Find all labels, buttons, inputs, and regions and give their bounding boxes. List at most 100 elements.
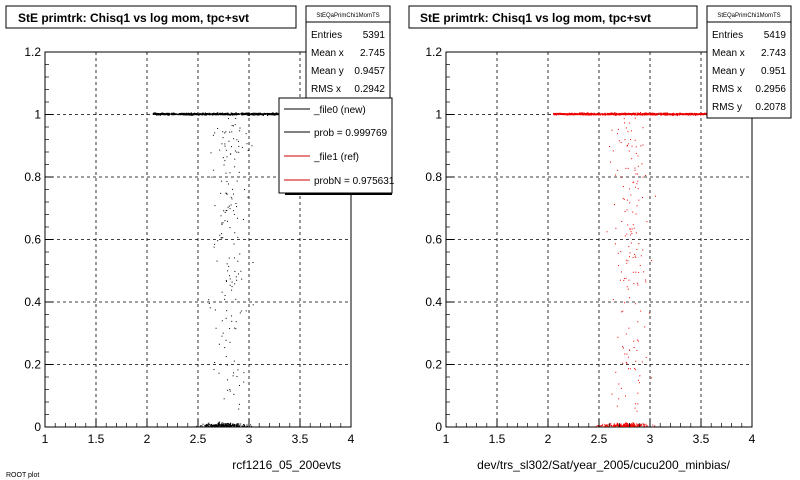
- data-point: [631, 114, 633, 116]
- y-tick-label: 0.2: [425, 358, 442, 372]
- data-point: [216, 260, 218, 262]
- y-tick-label: 1.2: [425, 45, 442, 59]
- data-point: [695, 113, 697, 115]
- data-point: [234, 424, 236, 426]
- data-point: [235, 321, 237, 323]
- data-point: [229, 208, 231, 210]
- data-point: [166, 113, 168, 116]
- data-point: [195, 113, 197, 115]
- data-point: [566, 113, 568, 115]
- data-point: [172, 113, 174, 115]
- data-point: [227, 425, 229, 427]
- data-point: [558, 113, 561, 115]
- data-point: [636, 339, 638, 341]
- data-point: [210, 425, 212, 427]
- data-point: [240, 270, 242, 272]
- data-point: [222, 422, 224, 424]
- data-point: [174, 113, 176, 115]
- data-point: [239, 253, 241, 255]
- data-point: [623, 113, 625, 115]
- data-point: [608, 114, 610, 116]
- data-point: [626, 353, 628, 355]
- data-point: [195, 425, 197, 427]
- data-point: [637, 425, 639, 427]
- data-point: [635, 213, 637, 215]
- data-point: [230, 425, 232, 427]
- data-point: [573, 114, 575, 116]
- data-point: [248, 114, 250, 117]
- data-point: [599, 425, 601, 427]
- data-point: [594, 113, 596, 115]
- data-point: [216, 424, 218, 426]
- data-point: [635, 256, 637, 258]
- data-point: [620, 142, 622, 144]
- data-point: [627, 288, 629, 290]
- data-point: [222, 112, 224, 115]
- data-point: [231, 320, 233, 322]
- data-point: [243, 112, 245, 115]
- data-point: [255, 113, 257, 115]
- data-point: [255, 112, 257, 114]
- data-point: [273, 113, 275, 115]
- data-point: [224, 298, 226, 300]
- data-point: [262, 114, 264, 116]
- data-point: [637, 113, 639, 115]
- data-point: [631, 228, 633, 230]
- x-tick-label: 1: [42, 432, 49, 446]
- data-point: [610, 422, 612, 424]
- data-point: [629, 228, 631, 230]
- data-point: [239, 127, 241, 129]
- data-point: [626, 199, 628, 201]
- data-point: [624, 302, 626, 304]
- data-point: [241, 113, 244, 115]
- data-point: [704, 112, 706, 114]
- data-point: [666, 114, 668, 116]
- left-stats-label: Mean x: [311, 48, 344, 59]
- data-point: [264, 113, 266, 115]
- x-tick-label: 1.5: [88, 432, 105, 446]
- data-point: [235, 298, 237, 300]
- data-point: [234, 158, 236, 160]
- data-point: [605, 424, 607, 426]
- data-point: [628, 327, 630, 329]
- data-point: [579, 113, 581, 115]
- data-point: [238, 403, 240, 405]
- data-point: [231, 146, 233, 148]
- data-point: [158, 113, 160, 116]
- data-point: [638, 424, 640, 426]
- data-point: [676, 113, 678, 115]
- data-point: [231, 188, 233, 190]
- data-point: [678, 113, 681, 115]
- data-point: [252, 114, 255, 116]
- data-point: [626, 144, 628, 146]
- data-point: [210, 152, 212, 154]
- data-point: [215, 327, 217, 329]
- data-point: [674, 113, 676, 115]
- data-point: [602, 423, 604, 425]
- data-point: [624, 423, 626, 425]
- data-point: [638, 271, 640, 273]
- footer-text: ROOT plot: [6, 472, 39, 479]
- data-point: [207, 113, 210, 116]
- data-point: [219, 363, 221, 365]
- data-point: [672, 113, 674, 116]
- data-point: [634, 407, 636, 409]
- data-point: [205, 113, 208, 115]
- data-point: [572, 113, 574, 115]
- data-point: [595, 114, 597, 116]
- data-point: [226, 180, 228, 182]
- data-point: [637, 424, 639, 426]
- data-point: [227, 114, 229, 116]
- data-point: [222, 157, 224, 159]
- data-point: [635, 153, 637, 155]
- data-point: [228, 265, 230, 267]
- data-point: [224, 347, 226, 349]
- data-point: [634, 139, 636, 141]
- data-point: [631, 113, 633, 115]
- data-point: [199, 425, 201, 427]
- data-point: [204, 112, 206, 114]
- data-point: [214, 425, 216, 427]
- y-tick-label: 0.8: [24, 170, 41, 184]
- data-point: [613, 204, 615, 206]
- data-point: [557, 112, 559, 115]
